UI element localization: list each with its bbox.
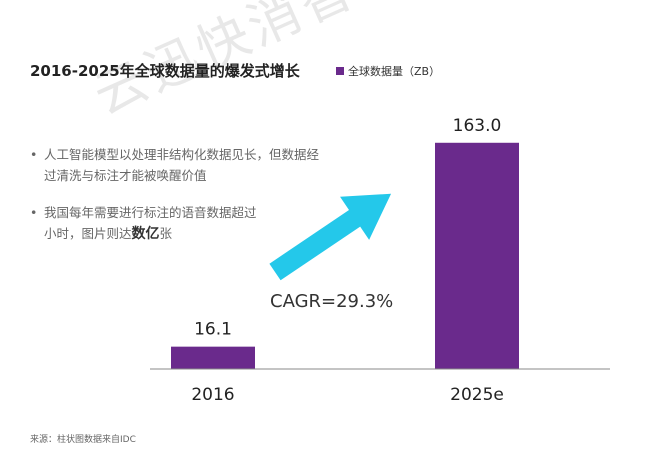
source-note: 来源：柱状图数据来自IDC (30, 435, 136, 445)
legend-swatch (336, 67, 344, 75)
bullet-dot: • (30, 205, 38, 220)
bullet-2-mid: 小时，图片则达 (44, 226, 132, 241)
bullet-point-2: • 我国每年需要进行标注的语音数据超过 小时，图片则达数亿张 (30, 202, 330, 245)
bullet-point-1: • 人工智能模型以处理非结构化数据见长，但数据经过清洗与标注才能被唤醒价值 (30, 144, 330, 186)
bullet-2-emphasis: 数亿 (131, 226, 160, 242)
category-label-2025e: 2025e (450, 385, 504, 405)
bullet-2-end: 张 (159, 226, 173, 241)
bullet-dot: • (30, 147, 38, 162)
bullet-text-2: 我国每年需要进行标注的语音数据超过 小时，图片则达数亿张 (30, 202, 330, 245)
bullet-2-start: 我国每年需要进行标注的语音数据超过 (44, 205, 257, 220)
legend: 全球数据量（ZB） (336, 63, 440, 79)
legend-label: 全球数据量（ZB） (348, 65, 441, 78)
bullet-text-1: 人工智能模型以处理非结构化数据见长，但数据经过清洗与标注才能被唤醒价值 (44, 147, 320, 183)
cagr-label: CAGR=29.3% (270, 291, 393, 312)
bar-2016 (171, 346, 255, 369)
value-label-2025e: 163.0 (453, 116, 502, 136)
bar-2025e (435, 142, 519, 369)
value-label-2016: 16.1 (194, 320, 232, 340)
category-label-2016: 2016 (191, 385, 234, 405)
growth-arrow (269, 193, 392, 281)
chart-title: 2016-2025年全球数据量的爆发式增长 (30, 62, 300, 80)
